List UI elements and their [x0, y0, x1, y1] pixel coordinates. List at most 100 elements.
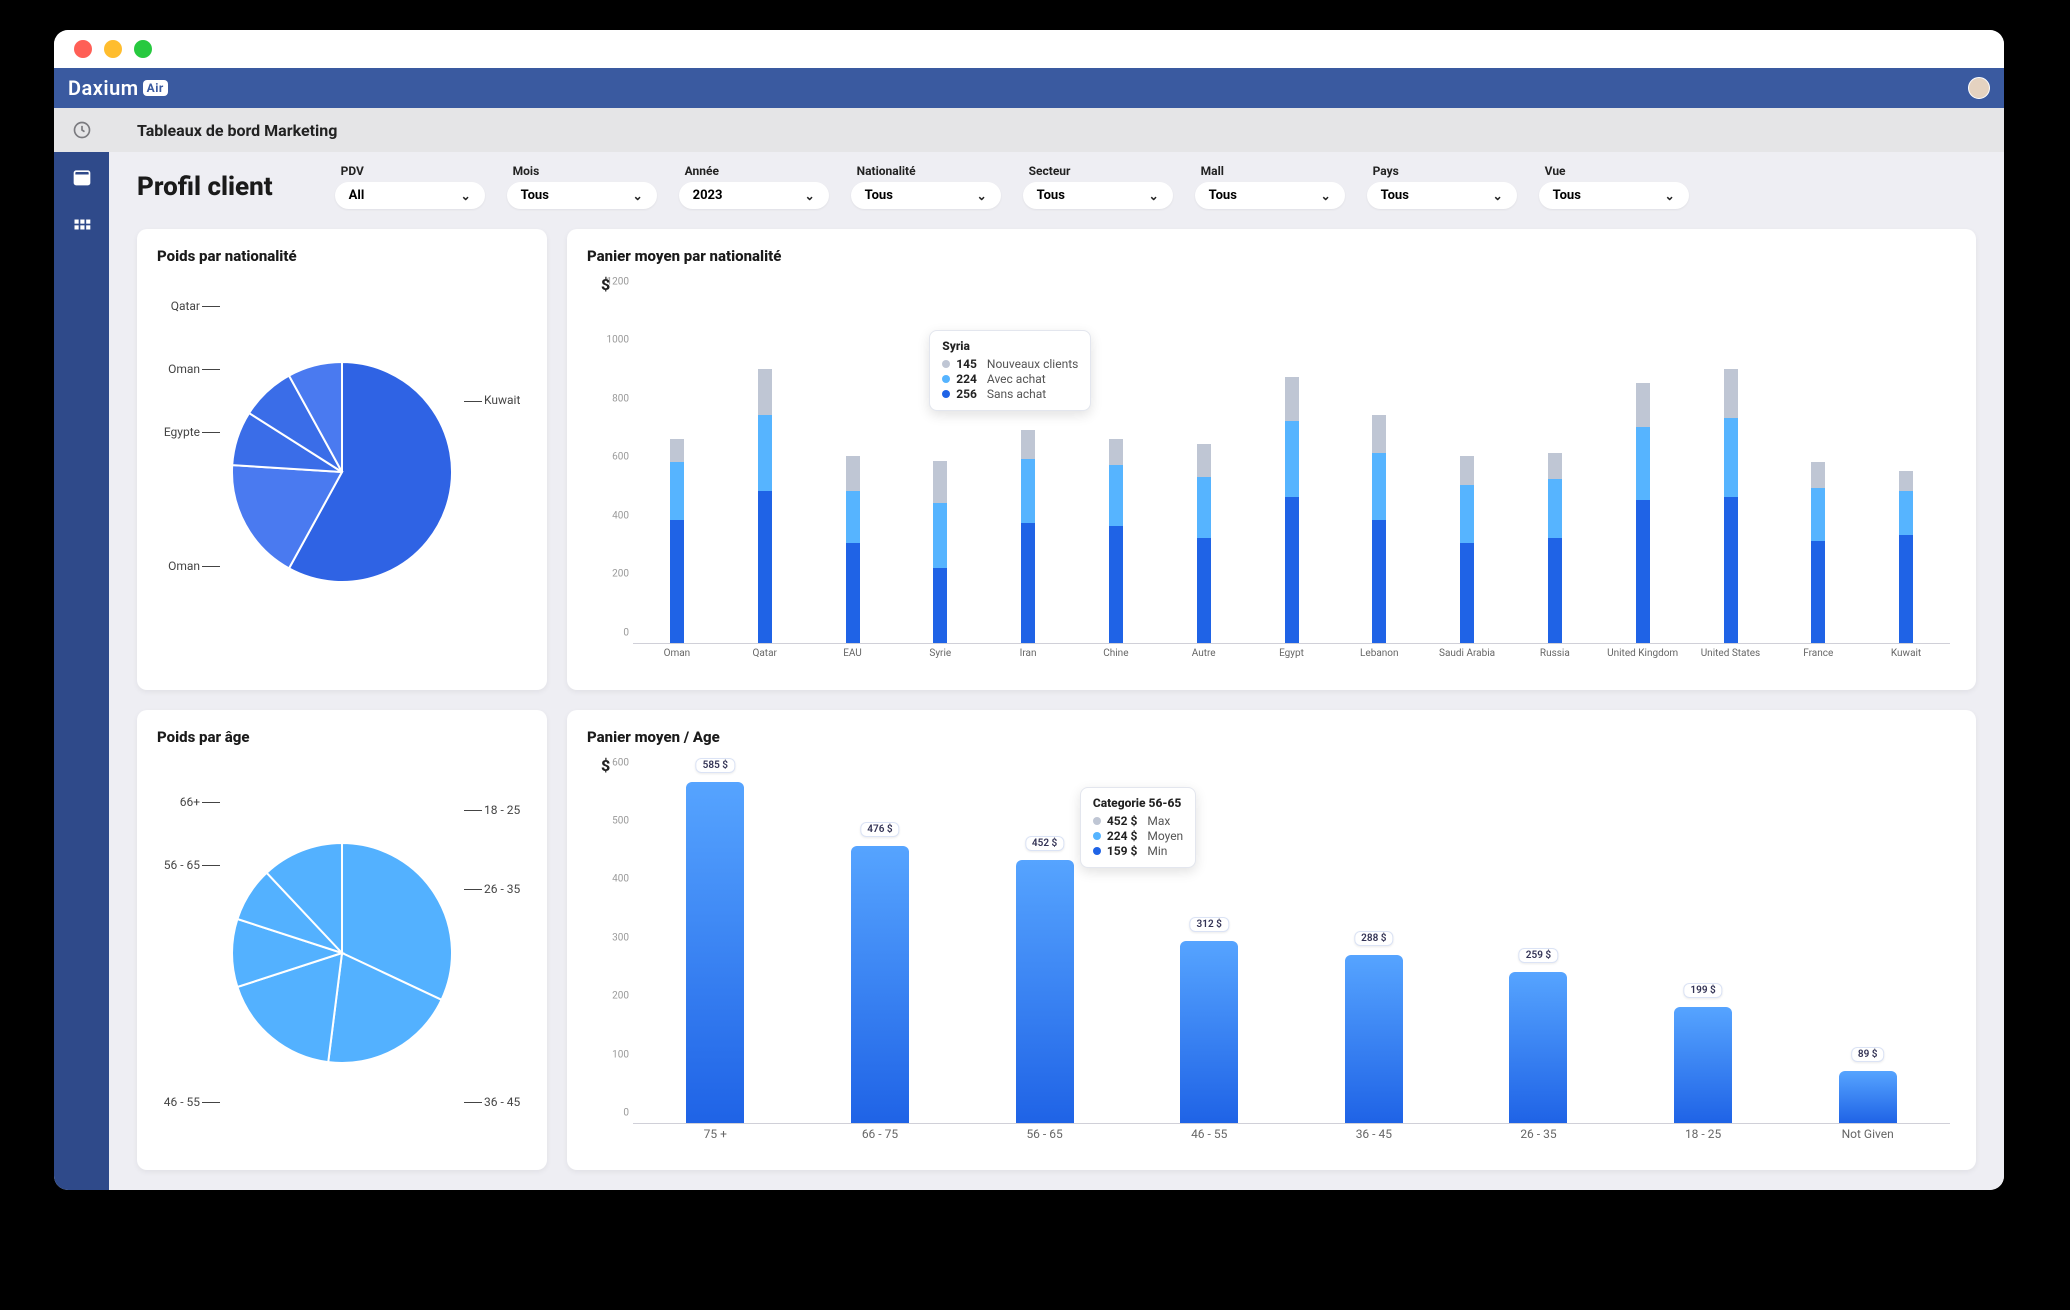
x-category: United Kingdom: [1599, 646, 1687, 670]
bar-segment: [1460, 543, 1474, 642]
filter-select[interactable]: 2023⌄: [679, 182, 829, 209]
bar-segment: [1724, 497, 1738, 643]
chart-tooltip: Syria145Nouveaux clients224Avec achat256…: [929, 330, 1091, 411]
bar[interactable]: [1109, 293, 1123, 643]
x-category: 26 - 35: [1456, 1126, 1621, 1150]
tooltip-row: 145Nouveaux clients: [942, 357, 1078, 371]
y-tick: 300: [612, 932, 629, 943]
bar-segment: [1372, 453, 1386, 520]
bar[interactable]: [1811, 293, 1825, 643]
y-tick: 800: [612, 393, 629, 404]
bar[interactable]: [1899, 293, 1913, 643]
pie-slice-label: 56 - 65: [164, 858, 222, 872]
filter-select[interactable]: Tous⌄: [1195, 182, 1345, 209]
bar[interactable]: [1197, 293, 1211, 643]
card-pie-nationality: Poids par nationalité KuwaitOmanEgypteOm…: [137, 229, 547, 690]
tooltip-title: Syria: [942, 339, 1078, 353]
filter-value: Tous: [1037, 188, 1065, 203]
filter-value: Tous: [1209, 188, 1237, 203]
sidebar-item-apps[interactable]: [54, 202, 109, 252]
bar-segment: [1021, 459, 1035, 523]
bar[interactable]: [846, 293, 860, 643]
y-tick: 400: [612, 510, 629, 521]
card-title: Panier moyen / Age: [587, 728, 1956, 746]
filter-select[interactable]: Tous ⌄: [1023, 182, 1173, 209]
filter-select[interactable]: Tous⌄: [507, 182, 657, 209]
chevron-down-icon: ⌄: [1149, 189, 1159, 203]
filter-secteur: SecteurTous⌄: [1023, 164, 1173, 209]
bar-segment: [1021, 523, 1035, 642]
card-bar-nationality: Panier moyen par nationalité $ 020040060…: [567, 229, 1976, 690]
x-category: Russia: [1511, 646, 1599, 670]
bar-segment: [1109, 465, 1123, 526]
pie-slice-label: Oman: [168, 559, 222, 573]
bar[interactable]: 585 $: [686, 782, 744, 1123]
bar-value-label: 288 $: [1354, 931, 1393, 946]
y-tick: 200: [612, 991, 629, 1002]
bar[interactable]: 476 $: [851, 846, 909, 1123]
x-category: EAU: [809, 646, 897, 670]
pie-slice-label: Egypte: [164, 425, 222, 439]
bar-segment: [1109, 439, 1123, 465]
filter-select[interactable]: Tous ⌄: [851, 182, 1001, 209]
sidebar-item-calendar[interactable]: [54, 152, 109, 202]
bar-segment: [933, 461, 947, 503]
filter-label: Pays: [1367, 164, 1517, 178]
bar[interactable]: [1460, 293, 1474, 643]
chart-tooltip: Categorie 56-65452 $Max224 $Moyen159 $Mi…: [1080, 787, 1196, 868]
bar[interactable]: [1372, 293, 1386, 643]
x-category: Syrie: [896, 646, 984, 670]
window-close-icon[interactable]: [74, 40, 92, 58]
chevron-down-icon: ⌄: [1665, 189, 1675, 203]
window-minimize-icon[interactable]: [104, 40, 122, 58]
y-tick: 1000: [607, 335, 629, 346]
subheader: Tableaux de bord Marketing: [109, 108, 2004, 152]
filter-select[interactable]: Tous⌄: [1367, 182, 1517, 209]
bar[interactable]: 259 $: [1509, 972, 1567, 1123]
filter-select[interactable]: Tous⌄: [1539, 182, 1689, 209]
bar-segment: [1899, 471, 1913, 491]
bar-segment: [1548, 538, 1562, 643]
x-category: Not Given: [1785, 1126, 1950, 1150]
bar-segment: [1636, 500, 1650, 643]
bar[interactable]: [1548, 293, 1562, 643]
bar-value-label: 585 $: [696, 758, 735, 773]
bar[interactable]: [758, 293, 772, 643]
filter-vue: VueTous⌄: [1539, 164, 1689, 209]
bar-segment: [933, 568, 947, 643]
bar-segment: [1636, 383, 1650, 427]
y-tick: 100: [612, 1049, 629, 1060]
x-category: 36 - 45: [1292, 1126, 1457, 1150]
bar[interactable]: 312 $: [1180, 941, 1238, 1123]
pie-slice-label: 46 - 55: [164, 1095, 222, 1109]
brand-badge: Air: [143, 80, 168, 96]
avatar[interactable]: [1968, 77, 1990, 99]
sidebar-item-recent[interactable]: [54, 108, 109, 152]
filter-value: Tous: [865, 188, 893, 203]
window-zoom-icon[interactable]: [134, 40, 152, 58]
chevron-down-icon: ⌄: [977, 189, 987, 203]
app-window: Daxium Air Tableaux de bord Marketing Pr…: [54, 30, 2004, 1190]
filter-select[interactable]: All⌄: [335, 182, 485, 209]
bar-chart-age: $ 0100200300400500600585 $476 $452 $312 …: [587, 756, 1956, 1151]
bar-segment: [1548, 453, 1562, 479]
bar-segment: [846, 456, 860, 491]
x-category: Saudi Arabia: [1423, 646, 1511, 670]
bar-segment: [1197, 444, 1211, 476]
card-title: Poids par âge: [157, 728, 527, 746]
bar-segment: [1811, 541, 1825, 643]
x-category: Kuwait: [1862, 646, 1950, 670]
bar-segment: [1460, 456, 1474, 485]
bar[interactable]: [1285, 293, 1299, 643]
bar[interactable]: [1724, 293, 1738, 643]
filter-pays: Pays Tous⌄: [1367, 164, 1517, 209]
bar[interactable]: 89 $: [1839, 1071, 1897, 1123]
pie-slice-label: Kuwait: [462, 393, 520, 407]
bar[interactable]: [1636, 293, 1650, 643]
y-tick: 600: [612, 452, 629, 463]
bar[interactable]: 452 $: [1016, 860, 1074, 1123]
bar[interactable]: [670, 293, 684, 643]
bar[interactable]: 199 $: [1674, 1007, 1732, 1123]
bar-segment: [758, 415, 772, 491]
bar[interactable]: 288 $: [1345, 955, 1403, 1123]
